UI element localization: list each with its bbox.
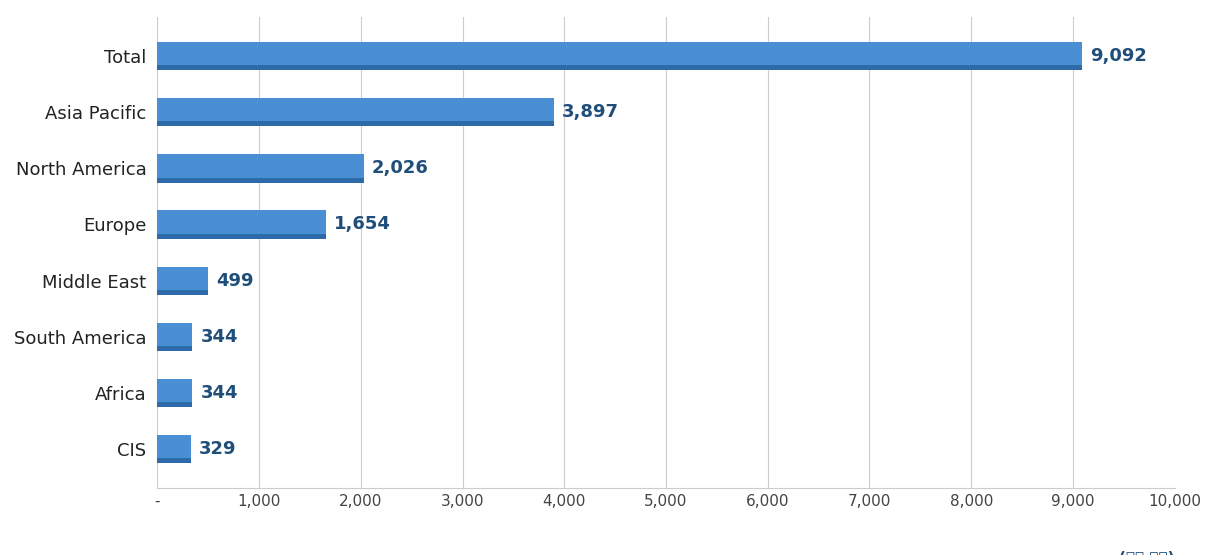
Text: 2,026: 2,026 — [372, 159, 429, 177]
Text: 499: 499 — [217, 271, 254, 290]
Text: 3,897: 3,897 — [562, 103, 619, 121]
Bar — [157, 98, 553, 126]
Bar — [157, 65, 1083, 70]
Text: 9,092: 9,092 — [1090, 47, 1147, 65]
Bar — [157, 379, 193, 407]
Bar — [157, 42, 1083, 70]
Bar — [157, 266, 208, 295]
Text: (십억 달러): (십억 달러) — [1119, 549, 1175, 555]
Bar — [157, 458, 191, 463]
Bar — [157, 290, 208, 295]
Bar — [157, 322, 193, 351]
Bar — [157, 234, 326, 239]
Bar — [157, 154, 363, 183]
Bar — [157, 402, 193, 407]
Bar — [157, 435, 191, 463]
Text: 344: 344 — [201, 328, 239, 346]
Text: 344: 344 — [201, 384, 239, 402]
Bar — [157, 122, 553, 127]
Bar — [157, 178, 363, 183]
Bar — [157, 346, 193, 351]
Text: 329: 329 — [199, 440, 236, 458]
Text: 1,654: 1,654 — [334, 215, 391, 234]
Bar — [157, 210, 326, 239]
